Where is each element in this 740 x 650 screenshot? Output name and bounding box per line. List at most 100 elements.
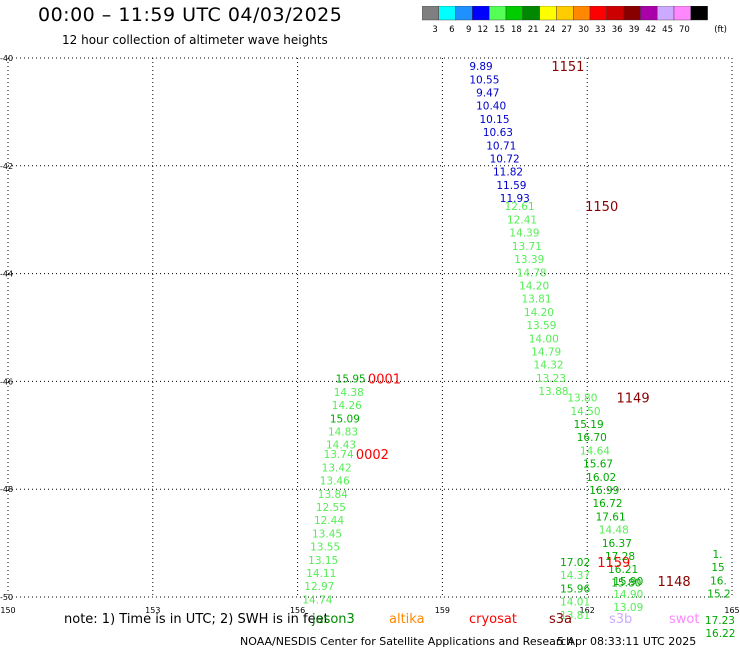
wave-height-value: 15.90 (613, 576, 643, 588)
wave-height-value: 14.20 (524, 307, 554, 319)
wave-height-value: 10.40 (476, 101, 506, 113)
wave-height-value: 13.39 (514, 254, 544, 266)
wave-height-value: 14.78 (517, 267, 547, 279)
legend-tick-label: 12 (477, 25, 488, 35)
wave-height-value: 17.28 (605, 551, 635, 563)
satellite-legend-item: s3b (609, 612, 633, 627)
legend-swatch (690, 6, 708, 21)
wave-height-value: 12.44 (314, 515, 344, 527)
wave-height-value: 13.81 (560, 610, 590, 622)
wave-height-value: 13.84 (318, 489, 348, 501)
wave-height-value: 14.38 (334, 387, 364, 399)
legend-tick-label: 30 (578, 25, 589, 35)
wave-height-value: 13.74 (324, 449, 354, 461)
legend-tick-label: 39 (629, 25, 640, 35)
wave-height-value: 13.81 (521, 294, 551, 306)
legend-tick-label: 42 (645, 25, 656, 35)
credit-line: NOAA/NESDIS Center for Satellite Applica… (240, 635, 574, 648)
longitude-label: 165 (724, 606, 739, 615)
wave-height-value: 13.45 (312, 528, 342, 540)
legend-tick-label: 27 (561, 25, 572, 35)
satellite-legend-item: cryosat (469, 612, 517, 627)
wave-height-value: 15.19 (574, 419, 604, 431)
wave-height-value: 12.97 (304, 581, 334, 593)
satellite-legend-item: jason3 (312, 612, 355, 627)
page-title: 00:00 – 11:59 UTC 04/03/2025 (38, 4, 343, 26)
wave-height-value: 13.15 (308, 555, 338, 567)
wave-height-value: 10.55 (469, 74, 499, 86)
wave-height-value: 17.61 (596, 511, 626, 523)
wave-height-value: 15.80 (611, 577, 641, 589)
wave-height-value: 16.72 (592, 498, 622, 510)
wave-height-value: 15.96 (560, 583, 590, 595)
pass-id-label: 1149 (617, 392, 650, 407)
wave-height-value: 14.43 (326, 440, 356, 452)
wave-height-value: 14.01 (560, 597, 590, 609)
latitude-label: -46 (0, 377, 13, 386)
longitude-label: 162 (580, 606, 595, 615)
latitude-label: -42 (0, 162, 13, 171)
wave-height-value: 14.83 (328, 427, 358, 439)
wave-height-value: 15.95 (336, 374, 366, 386)
wave-height-value: 16. (710, 575, 727, 587)
pass-id-label: 1159 (597, 556, 630, 571)
pass-id-label: 0001 (368, 373, 401, 388)
wave-height-value: 10.63 (483, 127, 513, 139)
wave-height-value: 12.41 (507, 214, 537, 226)
wave-height-value: 14.20 (519, 280, 549, 292)
wave-height-value: 13.46 (320, 476, 350, 488)
legend-tick-label: 3 (432, 25, 437, 35)
footnote: note: 1) Time is in UTC; 2) SWH is in fe… (64, 612, 329, 627)
wave-height-value: 14.64 (580, 445, 610, 457)
wave-height-value: 15.2 (707, 588, 730, 600)
wave-height-value: 13.42 (322, 462, 352, 474)
legend-tick-label: 9 (466, 25, 471, 35)
wave-height-value: 11.59 (496, 180, 526, 192)
wave-height-color-legend: 3 6 9 12 15 18 21 24 27 30 33 36 39 42 45 70 (ft) (422, 6, 727, 35)
wave-height-value: 17.23 (705, 615, 735, 627)
wave-height-value: 14.32 (534, 360, 564, 372)
wave-height-value: 13.23 (536, 373, 566, 385)
wave-height-value: 14.50 (570, 406, 600, 418)
latitude-label: -40 (0, 54, 13, 63)
wave-height-value: 16.21 (608, 564, 638, 576)
satellite-legend-item: altika (389, 612, 425, 627)
wave-height-value: 13.55 (310, 542, 340, 554)
legend-unit-label: (ft) (714, 25, 727, 35)
wave-height-value: 9.89 (469, 61, 492, 73)
pass-id-label: 1148 (658, 575, 691, 590)
wave-height-value: 10.72 (490, 154, 520, 166)
wave-height-value: 16.37 (602, 538, 632, 550)
wave-height-value: 14.11 (306, 568, 336, 580)
pass-id-label: 1151 (551, 60, 584, 75)
wave-height-value: 15.67 (583, 459, 613, 471)
wave-height-value: 14.74 (302, 594, 332, 606)
pass-id-label: 1150 (585, 200, 618, 215)
wave-height-value: 14.26 (332, 400, 362, 412)
wave-height-value: 10.15 (479, 114, 509, 126)
latitude-label: -48 (0, 485, 13, 494)
satellite-legend-item: swot (669, 612, 700, 627)
wave-height-value: 13.88 (538, 386, 568, 398)
wave-height-value: 12.61 (505, 201, 535, 213)
wave-height-value: 16.70 (577, 432, 607, 444)
longitude-label: 150 (0, 606, 15, 615)
wave-height-value: 14.79 (531, 346, 561, 358)
wave-height-value: 11.93 (500, 193, 530, 205)
wave-height-value: 9.47 (476, 87, 499, 99)
wave-height-value: 11.82 (493, 167, 523, 179)
legend-tick-label: 15 (494, 25, 505, 35)
legend-tick-label: 33 (595, 25, 606, 35)
wave-height-value: 13.80 (567, 393, 597, 405)
satellite-legend-item: s3a (549, 612, 573, 627)
legend-tick-label: 70 (679, 25, 690, 35)
legend-tick-label: 36 (612, 25, 623, 35)
wave-height-value: 13.71 (512, 241, 542, 253)
latitude-label: -50 (0, 593, 13, 602)
page-subtitle: 12 hour collection of altimeter wave hei… (62, 33, 328, 47)
generated-timestamp: 5 Apr 08:33:11 UTC 2025 (557, 635, 697, 648)
legend-tick-label: 21 (528, 25, 539, 35)
legend-tick-label: 6 (449, 25, 454, 35)
wave-height-value: 15 (711, 562, 724, 574)
